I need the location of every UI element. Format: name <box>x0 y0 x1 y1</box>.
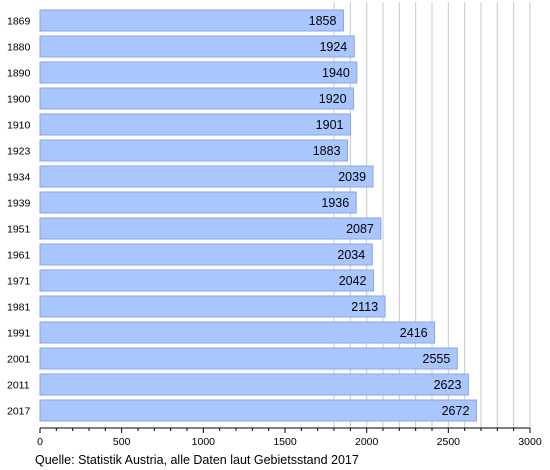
bar <box>39 191 357 214</box>
x-tick-label: 0 <box>37 436 43 448</box>
bar <box>39 165 374 188</box>
bar-value-label: 1920 <box>319 92 347 106</box>
bar-value-label: 1924 <box>319 40 347 54</box>
bar-value-label: 2087 <box>346 222 374 236</box>
year-label: 2011 <box>7 380 30 392</box>
bar <box>39 61 358 84</box>
bar <box>39 321 436 344</box>
year-label: 1890 <box>7 68 31 80</box>
year-label: 1900 <box>7 94 31 106</box>
year-label: 1934 <box>7 172 31 184</box>
x-tick-label: 1500 <box>273 436 297 448</box>
bar-value-label: 1936 <box>321 196 349 210</box>
bar-value-label: 2042 <box>339 274 367 288</box>
bar-value-label: 2039 <box>338 170 366 184</box>
bar <box>39 217 382 240</box>
bar <box>39 243 373 266</box>
year-label: 1961 <box>7 250 31 262</box>
x-tick-label: 2500 <box>437 436 461 448</box>
chart-gridlines <box>333 2 531 428</box>
bar-value-label: 2034 <box>337 248 365 262</box>
x-tick-label: 2000 <box>355 436 379 448</box>
bar-value-label: 2555 <box>423 352 451 366</box>
year-label: 2017 <box>7 406 31 418</box>
source-note: Quelle: Statistik Austria, alle Daten la… <box>35 453 359 467</box>
x-tick-label: 1000 <box>192 436 216 448</box>
year-label: 1939 <box>7 198 31 210</box>
bar <box>39 295 386 318</box>
bar <box>39 87 355 110</box>
chart-bars: 1858 1924 1940 1920 1901 1883 2039 1936 2087 2034… <box>39 9 477 422</box>
x-tick-label: 3000 <box>518 436 542 448</box>
bar <box>39 9 344 32</box>
year-label: 1971 <box>7 276 31 288</box>
year-labels: 1869 1880 1890 1900 1910 1923 1934 1939 1951 1961… <box>7 16 31 418</box>
year-label: 1991 <box>7 328 31 340</box>
year-label: 1951 <box>7 224 31 236</box>
bar <box>39 113 351 136</box>
bar-value-label: 2113 <box>351 300 378 314</box>
bar <box>39 139 349 162</box>
year-label: 2001 <box>7 354 31 366</box>
bar <box>39 35 355 58</box>
bar <box>39 269 375 292</box>
bar-value-label: 1858 <box>309 14 337 28</box>
x-axis: 0 500 1000 1500 2000 2500 3000 <box>37 427 542 448</box>
year-label: 1880 <box>7 42 31 54</box>
year-label: 1923 <box>7 146 31 158</box>
bar-value-label: 2672 <box>442 404 470 418</box>
bar <box>39 399 477 422</box>
year-label: 1869 <box>7 16 31 28</box>
bar-value-label: 1940 <box>322 66 350 80</box>
bar-value-label: 2623 <box>434 378 462 392</box>
year-label: 1981 <box>7 302 31 314</box>
bar <box>39 373 469 396</box>
bar-value-label: 1883 <box>313 144 341 158</box>
bar <box>39 347 458 370</box>
year-label: 1910 <box>7 120 31 132</box>
bar-value-label: 1901 <box>316 118 344 132</box>
x-tick-label: 500 <box>113 436 131 448</box>
bar-value-label: 2416 <box>400 326 428 340</box>
